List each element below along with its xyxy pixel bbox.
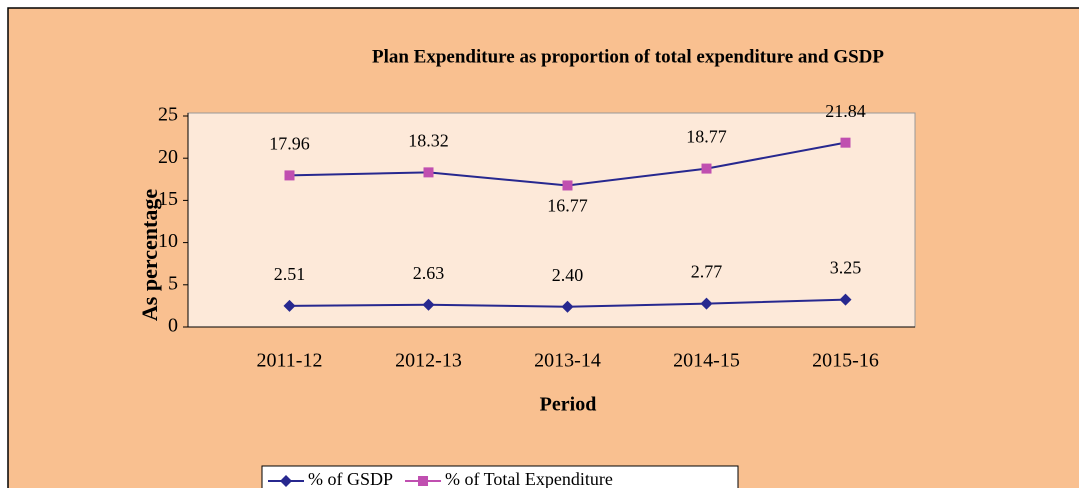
x-axis-label: Period xyxy=(540,394,597,416)
data-label: 2.63 xyxy=(413,263,445,283)
y-tick-label: 10 xyxy=(158,230,178,252)
marker xyxy=(840,137,851,148)
marker xyxy=(280,475,292,487)
data-label: 2.40 xyxy=(552,265,584,285)
marker xyxy=(701,163,712,174)
legend-label: % of GSDP xyxy=(308,469,393,488)
marker xyxy=(561,300,574,313)
data-label: 2.51 xyxy=(274,264,306,284)
data-label: 18.77 xyxy=(686,127,727,147)
y-tick-label: 25 xyxy=(158,104,178,126)
marker xyxy=(283,299,296,312)
marker xyxy=(562,180,573,191)
data-label: 18.32 xyxy=(408,131,449,151)
y-tick-label: 5 xyxy=(168,272,178,294)
x-tick-label: 2015-16 xyxy=(812,350,879,372)
y-tick-label: 20 xyxy=(158,146,178,168)
legend-label: % of Total Expenditure xyxy=(445,469,613,488)
marker xyxy=(418,476,429,486)
x-tick-label: 2012-13 xyxy=(395,350,462,372)
data-label: 16.77 xyxy=(547,196,588,216)
data-label: 17.96 xyxy=(269,134,310,154)
y-axis-label: As percentage xyxy=(137,189,162,321)
legend xyxy=(261,465,739,488)
marker xyxy=(284,170,295,181)
marker xyxy=(423,167,434,178)
marker xyxy=(839,293,852,306)
plot-area xyxy=(187,112,916,328)
data-label: 21.84 xyxy=(825,101,866,121)
x-tick-label: 2011-12 xyxy=(257,350,323,372)
data-label: 2.77 xyxy=(691,262,723,282)
chart-title: Plan Expenditure as proportion of total … xyxy=(372,46,884,67)
marker xyxy=(422,298,435,311)
marker xyxy=(700,297,713,310)
x-tick-label: 2014-15 xyxy=(673,350,740,372)
y-tick-label: 15 xyxy=(158,188,178,210)
y-tick-label: 0 xyxy=(168,315,178,337)
data-label: 3.25 xyxy=(830,258,862,278)
x-tick-label: 2013-14 xyxy=(534,350,601,372)
